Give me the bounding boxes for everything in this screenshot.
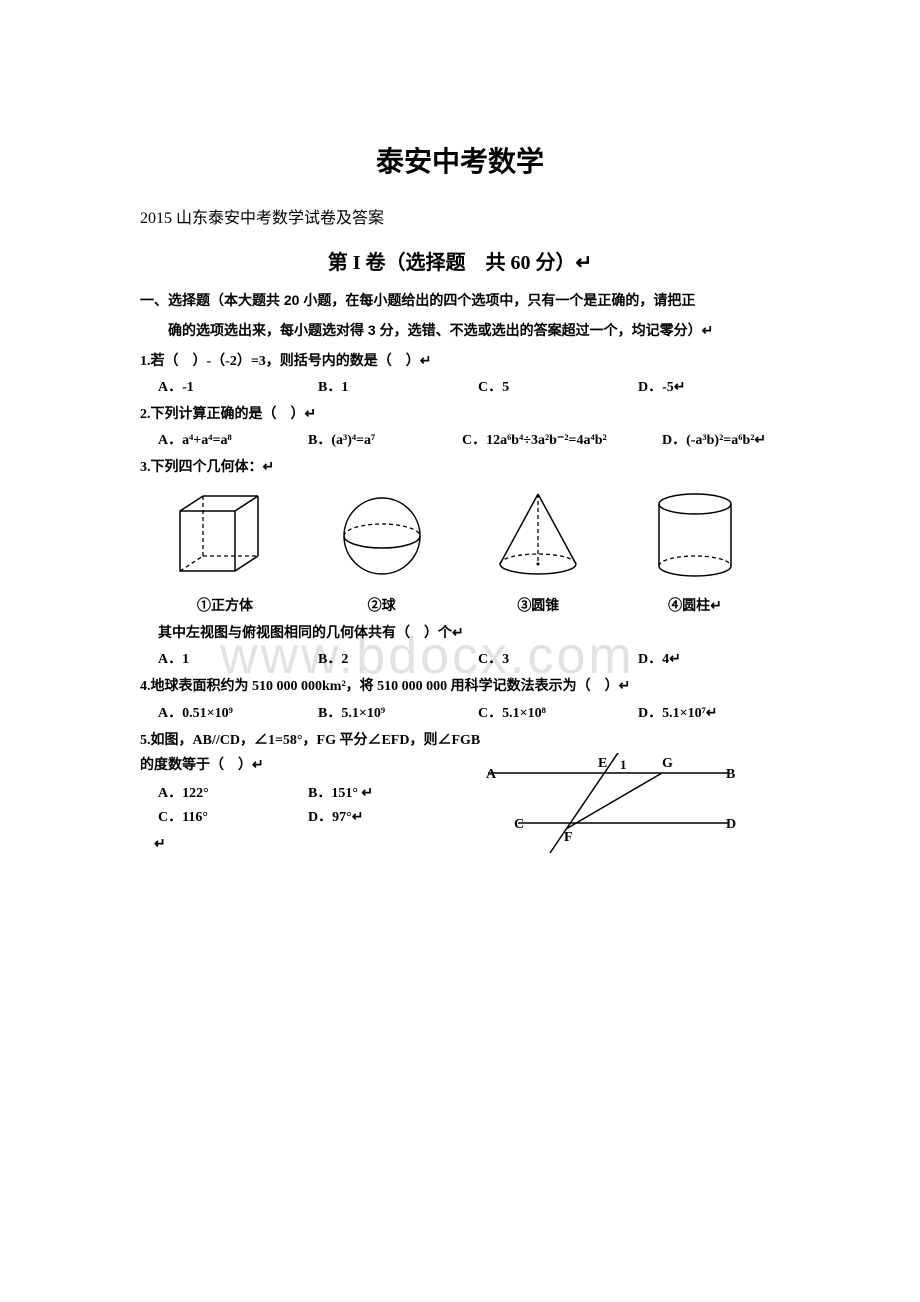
cone-label: ③圆锥	[463, 595, 613, 615]
label-F: F	[564, 830, 573, 845]
q3-stem: 3.下列四个几何体：↵	[140, 455, 780, 480]
cone-icon	[478, 486, 598, 586]
q2-options: A．a⁴+a⁴=a⁸ B．(a³)⁴=a⁷ C．12a⁶b⁴÷3a²b⁻²=4a…	[140, 429, 780, 449]
q5-blank-return: ↵	[140, 832, 458, 857]
q1-opt-d: D．-5↵	[638, 376, 758, 396]
q4-opt-d: D．5.1×10⁷↵	[638, 702, 758, 722]
instructions-line2: 确的选项选出来，每小题选对得 3 分，选错、不选或选出的答案超过一个，均记零分）…	[140, 319, 780, 343]
instructions-line1: 一、选择题（本大题共 20 小题，在每小题给出的四个选项中，只有一个是正确的，请…	[140, 289, 780, 313]
cylinder-icon	[635, 486, 755, 586]
q5-diagram: A B C D E F G 1	[478, 753, 738, 863]
q1-options: A．-1 B．1 C．5 D．-5↵	[140, 376, 780, 396]
label-B: B	[726, 767, 735, 782]
label-C: C	[514, 817, 524, 832]
doc-title: 泰安中考数学	[140, 140, 780, 180]
q3-opt-c: C．3	[478, 648, 638, 668]
sphere-label: ②球	[307, 595, 457, 615]
q1-opt-b: B．1	[318, 376, 478, 396]
q4-opt-a: A．0.51×10⁹	[158, 702, 318, 722]
q2-stem: 2.下列计算正确的是（ ）↵	[140, 402, 780, 427]
doc-subtitle: 2015 山东泰安中考数学试卷及答案	[140, 204, 780, 228]
sphere-icon	[322, 486, 442, 586]
q3-opt-d: D．4↵	[638, 648, 758, 668]
q3-sub: 其中左视图与俯视图相同的几何体共有（ ）个↵	[140, 621, 780, 646]
q5-opt-b: B．151° ↵	[308, 782, 458, 802]
cube-icon	[165, 486, 285, 586]
q2-opt-d: D．(-a³b)²=a⁶b²↵	[662, 429, 812, 449]
q4-stem: 4.地球表面积约为 510 000 000km²，将 510 000 000 用…	[140, 674, 780, 699]
q5-stem-l2: 的度数等于（ ）↵	[140, 753, 458, 778]
cube-label: ①正方体	[150, 595, 300, 615]
label-angle1: 1	[620, 757, 627, 772]
q3-options: A．1 B．2 C．3 D．4↵	[140, 648, 780, 668]
q1-opt-a: A．-1	[158, 376, 318, 396]
cylinder-label: ④圆柱↵	[620, 595, 770, 615]
q3-opt-a: A．1	[158, 648, 318, 668]
q1-opt-c: C．5	[478, 376, 638, 396]
q5-opt-a: A．122°	[158, 782, 308, 802]
q4-opt-c: C．5.1×10⁸	[478, 702, 638, 722]
q2-opt-c: C．12a⁶b⁴÷3a²b⁻²=4a⁴b²	[462, 429, 662, 449]
label-D: D	[726, 817, 736, 832]
q5-opt-c: C．116°	[158, 806, 308, 826]
q2-opt-b: B．(a³)⁴=a⁷	[308, 429, 462, 449]
q5-opt-d: D．97°↵	[308, 806, 458, 826]
label-E: E	[598, 756, 607, 771]
label-A: A	[486, 767, 497, 782]
q4-options: A．0.51×10⁹ B．5.1×10⁹ C．5.1×10⁸ D．5.1×10⁷…	[140, 702, 780, 722]
q5-stem-l1: 5.如图，AB//CD，∠1=58°，FG 平分∠EFD，则∠FGB	[140, 728, 780, 753]
q3-opt-b: B．2	[318, 648, 478, 668]
q4-opt-b: B．5.1×10⁹	[318, 702, 478, 722]
label-G: G	[662, 756, 673, 771]
q5-options: A．122° B．151° ↵ C．116° D．97°↵	[140, 782, 458, 826]
section-header: 第 I 卷（选择题 共 60 分）↵	[140, 246, 780, 275]
q1-stem: 1.若（ ）-（-2）=3，则括号内的数是（ ）↵	[140, 349, 780, 374]
q2-opt-a: A．a⁴+a⁴=a⁸	[158, 429, 308, 449]
q3-shapes: ①正方体 ②球	[140, 486, 780, 615]
